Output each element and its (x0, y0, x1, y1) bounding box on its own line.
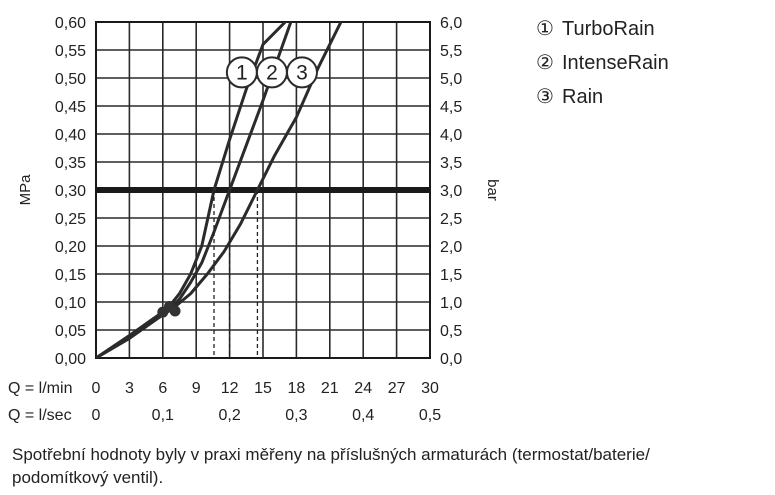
legend-item-rain: ③ Rain (536, 80, 669, 114)
y-left-tick-label: 0,35 (55, 155, 86, 172)
y-left-tick-label: 0,45 (55, 99, 86, 116)
legend-item-turborain: ① TurboRain (536, 12, 669, 46)
y-right-tick-label: 2,5 (440, 211, 462, 228)
x-tick-label-secondary: 0,2 (218, 407, 240, 424)
x-tick-label: 0 (92, 380, 101, 397)
chart-legend: ① TurboRain ② IntenseRain ③ Rain (536, 12, 669, 114)
chart-tick-labels: 0,000,050,100,150,200,250,300,350,400,45… (8, 15, 501, 424)
y-right-tick-label: 5,5 (440, 43, 462, 60)
legend-marker: ③ (536, 86, 554, 108)
x-tick-label-secondary: 0,1 (152, 407, 174, 424)
y-left-tick-label: 0,05 (55, 323, 86, 340)
series-line-2 (96, 22, 293, 358)
y-right-tick-label: 3,5 (440, 155, 462, 172)
x-tick-label-secondary: 0,3 (285, 407, 307, 424)
x-tick-label: 18 (288, 380, 306, 397)
x-tick-label: 3 (125, 380, 134, 397)
caption-line-2: podomítkový ventil). (12, 468, 164, 487)
y-right-tick-label: 4,0 (440, 127, 462, 144)
x-tick-label: 6 (158, 380, 167, 397)
x-tick-label-secondary: 0 (92, 407, 101, 424)
y-right-tick-label: 1,0 (440, 295, 462, 312)
series-line-3 (96, 22, 343, 358)
chart-caption: Spotřební hodnoty byly v praxi měřeny na… (12, 443, 772, 489)
legend-item-intenserain: ② IntenseRain (536, 46, 669, 80)
curve-label-2: 2 (266, 61, 278, 84)
y-left-tick-label: 0,30 (55, 183, 86, 200)
x-tick-label-secondary: 0,4 (352, 407, 374, 424)
y-right-tick-label: 3,0 (440, 183, 462, 200)
y-left-tick-label: 0,15 (55, 267, 86, 284)
curve-label-1: 1 (236, 61, 248, 84)
y-right-tick-label: 2,0 (440, 239, 462, 256)
minimum-point (169, 305, 181, 317)
legend-marker: ② (536, 52, 554, 74)
x-tick-label: 9 (192, 380, 201, 397)
y-right-tick-label: 4,5 (440, 99, 462, 116)
legend-label: Rain (562, 86, 604, 108)
y-left-tick-label: 0,50 (55, 71, 86, 88)
y-left-tick-label: 0,60 (55, 15, 86, 32)
y-left-tick-label: 0,20 (55, 239, 86, 256)
legend-label: TurboRain (562, 18, 655, 40)
x-tick-label: 12 (221, 380, 239, 397)
y-right-tick-label: 6,0 (440, 15, 462, 32)
x-tick-label: 15 (254, 380, 272, 397)
x-axis-label-primary: Q = l/min (8, 380, 72, 397)
curve-label-3: 3 (296, 61, 308, 84)
y-left-tick-label: 0,40 (55, 127, 86, 144)
x-tick-label: 24 (354, 380, 372, 397)
y-left-tick-label: 0,55 (55, 43, 86, 60)
legend-marker: ① (536, 18, 554, 40)
y-left-tick-label: 0,00 (55, 351, 86, 368)
x-axis-label-secondary: Q = l/sec (8, 407, 72, 424)
x-tick-label: 30 (421, 380, 439, 397)
y-right-tick-label: 5,0 (440, 71, 462, 88)
y-right-axis-label: bar (484, 179, 501, 201)
x-tick-label: 27 (388, 380, 406, 397)
y-right-tick-label: 1,5 (440, 267, 462, 284)
y-right-tick-label: 0,0 (440, 351, 462, 368)
curve-label-circle-3 (285, 56, 318, 89)
y-right-tick-label: 0,5 (440, 323, 462, 340)
y-left-tick-label: 0,25 (55, 211, 86, 228)
legend-label: IntenseRain (562, 52, 669, 74)
x-tick-label: 21 (321, 380, 339, 397)
caption-line-1: Spotřební hodnoty byly v praxi měřeny na… (12, 445, 650, 464)
y-left-axis-label: MPa (17, 174, 34, 206)
x-tick-label-secondary: 0,5 (419, 407, 441, 424)
y-left-tick-label: 0,10 (55, 295, 86, 312)
